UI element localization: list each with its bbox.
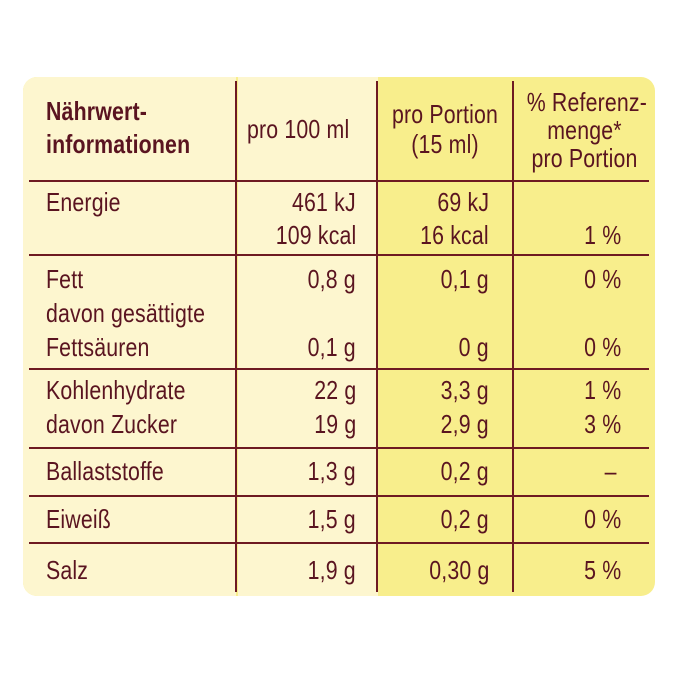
row-label-fettsaeuren-line2: Fettsäuren <box>46 332 150 362</box>
header-ref-line2: menge* <box>547 115 622 145</box>
row-divider <box>29 254 649 256</box>
eiweiss-per100: 1,5 g <box>307 504 356 534</box>
energie-per100-kcal: 109 kcal <box>275 220 356 250</box>
header-ref-line3: pro Portion <box>531 143 638 173</box>
row-divider <box>29 542 649 544</box>
zucker-ref: 3 % <box>583 409 621 439</box>
per100-column-bg <box>238 77 378 596</box>
row-divider <box>29 447 649 449</box>
ballaststoffe-per100: 1,3 g <box>307 456 356 486</box>
row-label-ballaststoffe: Ballaststoffe <box>46 456 164 486</box>
fett-portion: 0,1 g <box>440 264 489 294</box>
zucker-per100: 19 g <box>313 409 356 439</box>
fettsaeuren-per100: 0,1 g <box>307 332 356 362</box>
row-label-kohlenhydrate: Kohlenhydrate <box>46 375 186 405</box>
column-divider <box>512 81 514 592</box>
row-label-salz: Salz <box>46 555 89 585</box>
energie-per100-kj: 461 kJ <box>292 187 356 217</box>
row-divider <box>29 180 649 182</box>
eiweiss-ref: 0 % <box>583 504 621 534</box>
fett-ref: 0 % <box>583 264 621 294</box>
fett-per100: 0,8 g <box>307 264 356 294</box>
header-label-line1: Nährwert- <box>46 96 147 126</box>
kohlenhydrate-per100: 22 g <box>313 375 356 405</box>
kohlenhydrate-portion: 3,3 g <box>440 375 489 405</box>
row-label-fett: Fett <box>46 264 84 294</box>
ballaststoffe-ref: – <box>604 456 617 486</box>
column-divider <box>235 81 237 592</box>
fettsaeuren-ref: 0 % <box>583 332 621 362</box>
nutrition-table: Nährwert- informationen pro 100 ml pro P… <box>23 77 655 596</box>
zucker-portion: 2,9 g <box>440 409 489 439</box>
row-label-energie: Energie <box>46 187 121 217</box>
row-label-fettsaeuren-line1: davon gesättigte <box>46 298 206 328</box>
row-divider <box>29 368 649 370</box>
header-per100: pro 100 ml <box>247 114 350 144</box>
column-divider <box>376 81 378 592</box>
row-divider <box>29 495 649 497</box>
salz-per100: 1,9 g <box>307 555 356 585</box>
energie-portion-kcal: 16 kcal <box>420 220 489 250</box>
label-column-bg <box>23 77 236 596</box>
header-portion-line1: pro Portion <box>391 99 499 129</box>
header-portion-line2: (15 ml) <box>411 129 479 159</box>
salz-ref: 5 % <box>583 555 621 585</box>
header-label-line2: informationen <box>46 129 191 159</box>
row-label-eiweiss: Eiweiß <box>46 504 111 534</box>
eiweiss-portion: 0,2 g <box>440 504 489 534</box>
fettsaeuren-portion: 0 g <box>458 332 489 362</box>
header-ref-line1: % Referenz- <box>526 87 647 117</box>
kohlenhydrate-ref: 1 % <box>583 375 621 405</box>
row-label-zucker: davon Zucker <box>46 409 178 439</box>
ballaststoffe-portion: 0,2 g <box>440 456 489 486</box>
energie-portion-kj: 69 kJ <box>437 187 489 217</box>
energie-ref: 1 % <box>583 220 621 250</box>
salz-portion: 0,30 g <box>428 555 489 585</box>
